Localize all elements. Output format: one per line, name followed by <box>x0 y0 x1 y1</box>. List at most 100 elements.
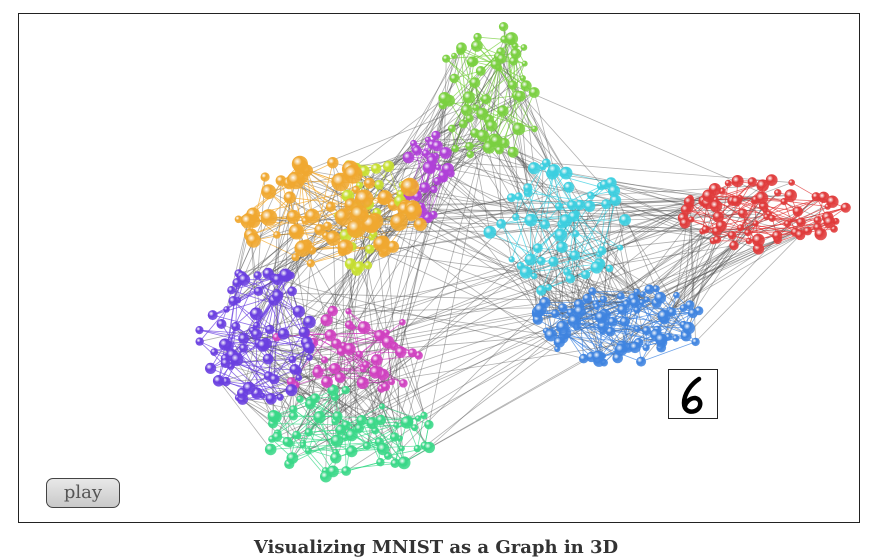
graph-node-cyan[interactable] <box>590 261 603 274</box>
graph-node-blue[interactable] <box>652 285 660 293</box>
graph-node-orange[interactable] <box>260 209 278 226</box>
graph-node-green[interactable] <box>472 104 480 112</box>
graph-node-purple[interactable] <box>195 337 204 346</box>
graph-node-blue[interactable] <box>553 336 565 348</box>
graph-node-blue[interactable] <box>532 314 543 325</box>
graph-node-purple[interactable] <box>207 310 218 321</box>
graph-node-red[interactable] <box>788 179 795 186</box>
graph-node-green[interactable] <box>448 124 456 133</box>
graph-node-mint[interactable] <box>420 411 428 420</box>
graph-node-mint[interactable] <box>327 465 339 478</box>
graph-node-green[interactable] <box>451 144 460 153</box>
graph-node-magenta[interactable] <box>344 343 356 355</box>
graph-node-cyan[interactable] <box>523 183 533 193</box>
graph-node-cyan[interactable] <box>548 256 559 267</box>
graph-node-cyan[interactable] <box>605 264 614 273</box>
graph-node-purple[interactable] <box>230 353 244 367</box>
graph-node-blue[interactable] <box>642 326 651 336</box>
graph-node-mint[interactable] <box>397 456 411 470</box>
graph-node-violet[interactable] <box>412 145 422 156</box>
graph-node-mint[interactable] <box>286 452 299 464</box>
graph-node-blue[interactable] <box>644 284 655 295</box>
graph-node-orange[interactable] <box>273 231 281 239</box>
graph-node-violet[interactable] <box>439 147 452 159</box>
graph-node-orange[interactable] <box>286 209 301 224</box>
graph-node-magenta[interactable] <box>381 382 391 392</box>
graph-node-green[interactable] <box>505 32 519 46</box>
graph-node-blue[interactable] <box>593 303 601 311</box>
graph-node-orange[interactable] <box>288 223 305 240</box>
graph-node-mint[interactable] <box>390 458 400 468</box>
graph-node-blue[interactable] <box>567 314 581 328</box>
graph-node-green[interactable] <box>498 22 509 32</box>
graph-node-cyan[interactable] <box>569 250 581 261</box>
graph-node-purple[interactable] <box>216 319 227 329</box>
graph-node-purple[interactable] <box>262 267 274 280</box>
graph-node-red[interactable] <box>756 179 769 192</box>
graph-node-red[interactable] <box>813 216 822 225</box>
graph-node-cyan[interactable] <box>583 200 596 212</box>
graph-node-violet[interactable] <box>419 182 431 194</box>
graph-node-magenta[interactable] <box>321 356 329 364</box>
graph-node-orange[interactable] <box>234 215 243 224</box>
graph-node-purple[interactable] <box>223 306 230 313</box>
graph-node-magenta[interactable] <box>374 329 386 342</box>
play-button[interactable]: play <box>46 478 120 508</box>
graph-node-purple[interactable] <box>220 358 231 369</box>
graph-node-magenta[interactable] <box>395 346 407 358</box>
graph-node-magenta[interactable] <box>321 376 333 388</box>
graph-node-mint[interactable] <box>296 395 304 403</box>
graph-node-orange[interactable] <box>246 232 261 248</box>
graph-node-mint[interactable] <box>289 405 298 414</box>
graph-node-blue[interactable] <box>629 297 641 308</box>
graph-node-magenta[interactable] <box>362 360 370 369</box>
graph-node-blue[interactable] <box>643 296 650 303</box>
graph-node-purple[interactable] <box>287 286 297 297</box>
graph-node-green[interactable] <box>442 54 451 63</box>
graph-node-red[interactable] <box>724 179 732 187</box>
graph-node-cyan[interactable] <box>581 270 591 280</box>
graph-node-blue[interactable] <box>588 287 597 296</box>
graph-node-purple[interactable] <box>262 353 274 365</box>
graph-node-green[interactable] <box>520 80 532 92</box>
graph-node-blue[interactable] <box>657 309 671 323</box>
graph-node-mint[interactable] <box>335 424 347 436</box>
graph-node-green[interactable] <box>496 53 507 64</box>
graph-node-orange[interactable] <box>286 171 305 190</box>
graph-node-mint[interactable] <box>393 422 400 429</box>
graph-node-purple[interactable] <box>265 393 277 405</box>
graph-node-mint[interactable] <box>345 445 358 458</box>
graph-node-red[interactable] <box>792 206 803 217</box>
graph-node-cyan[interactable] <box>597 246 607 256</box>
graph-node-red[interactable] <box>768 214 776 222</box>
graph-node-red[interactable] <box>774 189 782 197</box>
graph-node-orange[interactable] <box>306 259 315 268</box>
graph-node-red[interactable] <box>737 224 745 232</box>
graph-node-purple[interactable] <box>210 348 219 356</box>
graph-node-purple[interactable] <box>227 286 236 295</box>
graph-node-red[interactable] <box>755 191 769 205</box>
graph-node-orange[interactable] <box>334 208 352 226</box>
graph-node-blue[interactable] <box>617 304 628 316</box>
graph-node-red[interactable] <box>744 229 752 237</box>
graph-node-green[interactable] <box>485 120 498 132</box>
graph-node-blue[interactable] <box>654 291 667 304</box>
graph-node-orange[interactable] <box>405 203 422 220</box>
graph-node-purple[interactable] <box>249 307 263 321</box>
graph-node-mint[interactable] <box>282 437 293 447</box>
graph-node-orange[interactable] <box>261 184 277 200</box>
graph-node-magenta[interactable] <box>312 366 324 378</box>
graph-node-purple[interactable] <box>253 321 261 329</box>
graph-node-green[interactable] <box>438 92 451 105</box>
graph-node-magenta[interactable] <box>357 321 371 334</box>
graph-node-orange[interactable] <box>400 177 420 197</box>
graph-node-lime[interactable] <box>364 261 373 270</box>
graph-node-purple[interactable] <box>205 362 217 374</box>
graph-node-green[interactable] <box>481 94 492 105</box>
graph-node-blue[interactable] <box>551 309 560 318</box>
graph-node-blue[interactable] <box>655 333 668 346</box>
graph-node-violet[interactable] <box>402 151 415 164</box>
graph-node-magenta[interactable] <box>399 379 408 388</box>
graph-node-cyan[interactable] <box>512 213 520 221</box>
graph-node-purple[interactable] <box>242 381 256 395</box>
